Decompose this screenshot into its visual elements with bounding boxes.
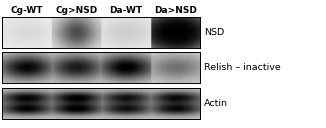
Text: Da>NSD: Da>NSD bbox=[154, 6, 197, 15]
Text: Cg-WT: Cg-WT bbox=[10, 6, 43, 15]
Text: Relish – inactive: Relish – inactive bbox=[204, 63, 281, 72]
Text: NSD: NSD bbox=[204, 28, 225, 37]
Text: Da-WT: Da-WT bbox=[109, 6, 142, 15]
Text: Cg>NSD: Cg>NSD bbox=[55, 6, 97, 15]
Text: Actin: Actin bbox=[204, 99, 229, 108]
